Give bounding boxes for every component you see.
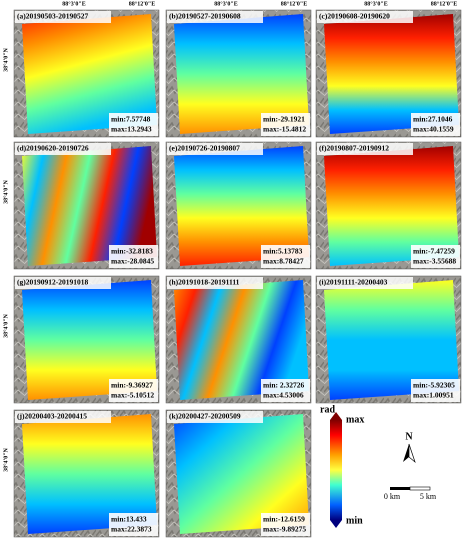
colorbar-min: min: [346, 515, 363, 526]
panel-label: (i)20191111-20200403: [319, 278, 388, 287]
range-max: max:8.78427: [263, 257, 304, 266]
range-box: [109, 245, 158, 268]
longitude-label: 88°12'0"E: [281, 0, 307, 7]
range-box: [109, 379, 158, 402]
colorbar-title: rad: [320, 404, 335, 415]
panel-label-box: [317, 277, 413, 289]
range-box: [261, 113, 310, 136]
interferogram: [174, 280, 309, 400]
range-box: [109, 513, 158, 536]
colorbar-cap: [330, 412, 342, 420]
range-min: min:-32.8183: [111, 247, 153, 256]
interferogram: [324, 146, 459, 266]
panel-label-box: [15, 411, 111, 423]
range-max: max:-15.4812: [263, 125, 306, 134]
panel-label: (b)20190527-20190608: [169, 12, 241, 21]
scale-bar: [390, 487, 410, 490]
latitude-label: 38°4'0"N: [2, 313, 9, 337]
panel-label-box: [317, 143, 413, 155]
panel-label-box: [167, 411, 263, 423]
panel-label: (d)20190620-20190726: [17, 144, 89, 153]
panel-label: (c)20190608-20190620: [319, 12, 390, 21]
range-min: min:-12.6159: [263, 515, 305, 524]
range-max: max:-3.55688: [413, 257, 456, 266]
interferogram: [22, 146, 157, 266]
interferogram: [324, 280, 459, 400]
range-min: min: 2.32726: [263, 381, 305, 390]
range-max: max:4.53006: [263, 391, 304, 400]
range-box: [411, 113, 460, 136]
range-min: min:7.57748: [111, 115, 151, 124]
range-max: max:-9.89275: [263, 525, 306, 534]
panel-label-box: [15, 143, 111, 155]
longitude-label: 88°12'0"E: [431, 0, 457, 7]
range-min: min:27.1046: [413, 115, 453, 124]
range-max: max:1.00951: [413, 391, 454, 400]
range-box: [261, 245, 310, 268]
panel-label: (k)20200427-20200509: [169, 412, 241, 421]
panel-label: (g)20190912-20191018: [17, 278, 88, 287]
range-min: min:13.433: [111, 515, 147, 524]
range-box: [411, 379, 460, 402]
panel-label: (a)20190503-20190527: [17, 12, 88, 21]
range-min: min:-29.1921: [263, 115, 305, 124]
longitude-label: 88°3'0"E: [214, 0, 237, 7]
panel-label: (e)20190726-20190807: [169, 144, 240, 153]
range-box: [109, 113, 158, 136]
panel-label: (h)20191018-20191111: [169, 278, 240, 287]
range-max: max:-5.10512: [111, 391, 154, 400]
latitude-label: 38°4'0"N: [2, 447, 9, 471]
range-min: min:5.13783: [263, 247, 303, 256]
panel-label-box: [15, 277, 111, 289]
interferogram: [324, 14, 459, 134]
longitude-label: 88°12'0"E: [129, 0, 155, 7]
colorbar-max: max: [346, 414, 364, 425]
interferogram: [174, 146, 309, 266]
latitude-label: 38°4'0"N: [2, 179, 9, 203]
panel-label-box: [317, 11, 413, 23]
scale-label: 0 km: [384, 492, 401, 501]
range-min: min:-9.36927: [111, 381, 153, 390]
range-box: [411, 245, 460, 268]
north-arrow: [408, 443, 416, 464]
scale-bar: [409, 486, 431, 491]
colorbar-cap: [330, 520, 342, 528]
interferogram: [22, 414, 157, 534]
range-box: [261, 379, 310, 402]
colorbar: [330, 420, 342, 520]
scale-label: 5 km: [420, 492, 437, 501]
interferogram: [174, 414, 309, 534]
interferogram: [22, 14, 157, 134]
range-max: max:13.2943: [111, 125, 152, 134]
range-max: max:40.1559: [413, 125, 454, 134]
panel-label-box: [15, 11, 111, 23]
range-min: min:-7.47259: [413, 247, 455, 256]
longitude-label: 88°3'0"E: [364, 0, 387, 7]
panel-label-box: [167, 143, 263, 155]
panel-label-box: [167, 11, 263, 23]
longitude-label: 88°3'0"E: [62, 0, 85, 7]
north-arrow: [403, 444, 409, 462]
north-label: N: [405, 431, 413, 442]
interferogram: [174, 14, 309, 134]
interferogram: [22, 280, 157, 400]
panel-label: (j)20200403-20200415: [17, 412, 87, 421]
range-box: [261, 513, 310, 536]
range-max: max:-28.0845: [111, 257, 154, 266]
panel-label: (f)20190807-20190912: [319, 144, 389, 153]
range-min: min:-5.92305: [413, 381, 455, 390]
range-max: max:22.3873: [111, 525, 152, 534]
panel-label-box: [167, 277, 263, 289]
latitude-label: 38°4'0"N: [2, 47, 9, 71]
